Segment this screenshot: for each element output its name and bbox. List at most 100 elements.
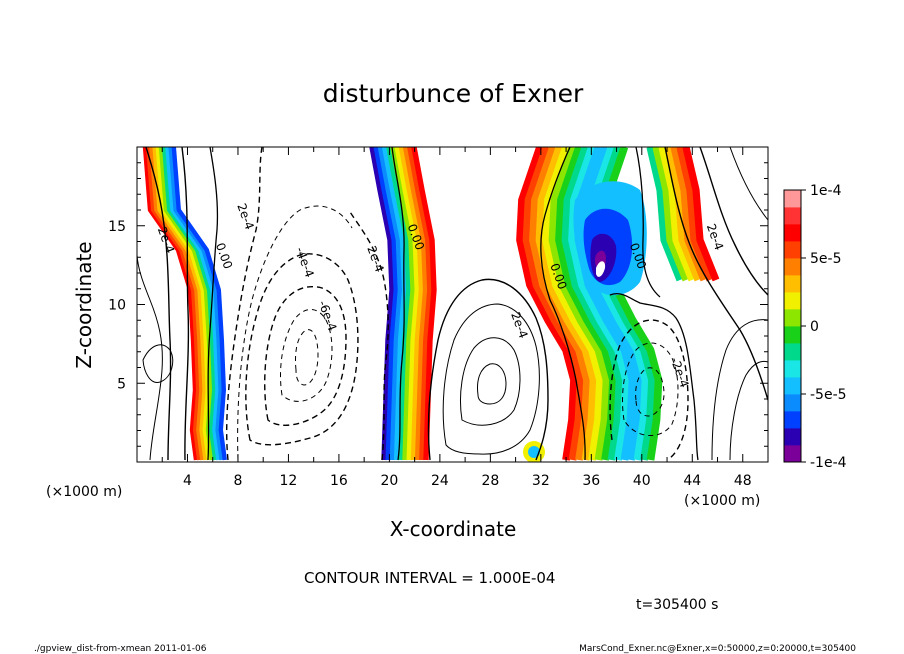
positive-contour	[442, 303, 540, 455]
band-left	[152, 147, 208, 461]
positive-contour	[137, 254, 163, 461]
x-tick-label: 44	[683, 473, 701, 489]
colorbar-segment	[784, 309, 801, 327]
colorbar-segment	[784, 190, 801, 208]
colorbar-segment	[784, 343, 801, 361]
colorbar-segment	[784, 241, 801, 259]
contour-interval-text: CONTOUR INTERVAL = 1.000E-04	[304, 569, 555, 587]
y-axis-label: Z-coordinate	[72, 241, 96, 368]
band-center	[386, 147, 412, 461]
colorbar-segment	[784, 275, 801, 293]
negative-contour	[264, 286, 347, 426]
band-left	[168, 147, 224, 461]
small-blob	[528, 446, 540, 458]
band-right-upper	[561, 147, 624, 461]
band-left	[171, 147, 227, 461]
contour-label: -4e-4	[293, 245, 317, 279]
band-right-upper	[529, 147, 591, 461]
x-tick-label: 36	[582, 473, 600, 489]
x-axis-label: X-coordinate	[390, 517, 517, 541]
colorbar-segment	[784, 292, 801, 310]
contour-label: 2e-4	[704, 222, 726, 252]
zero-contour-1	[207, 147, 219, 461]
negative-contour	[349, 211, 389, 461]
positive-contour	[477, 363, 507, 405]
band-center	[377, 147, 404, 461]
band-right-upper	[522, 147, 585, 461]
colorbar-tick-label: 0	[810, 319, 819, 335]
positive-contour	[729, 147, 768, 221]
band-right-upper	[516, 147, 578, 461]
band-left	[142, 147, 199, 461]
band-right-upper	[542, 147, 604, 461]
chart-title: disturbunce of Exner	[323, 79, 584, 108]
band-center	[411, 147, 437, 461]
positive-contour	[664, 147, 768, 401]
negative-contour	[622, 342, 679, 436]
positive-contour	[460, 337, 521, 426]
positive-contour	[699, 147, 768, 296]
band-center	[398, 147, 425, 461]
band-left	[149, 147, 205, 461]
colorbar-segment	[784, 258, 801, 276]
zero-contour-3	[540, 147, 586, 461]
positive-contour	[711, 319, 768, 461]
band-right-edge	[652, 147, 690, 282]
colorbar-segment	[784, 207, 801, 225]
x-axis-unit: (×1000 m)	[684, 493, 760, 509]
colorbar-tick-label: -5e-5	[810, 387, 847, 403]
band-right-upper	[555, 147, 617, 461]
footer-right: MarsCond_Exner.nc@Exner,x=0:50000,z=0:20…	[579, 644, 856, 654]
x-tick-label: 24	[431, 473, 449, 489]
band-center	[373, 147, 399, 461]
colorbar-tick-labels: 1e-4 5e-5 0 -5e-5 -1e-4	[810, 183, 847, 471]
negative-contour	[609, 319, 689, 459]
x-tick-label: 12	[280, 473, 298, 489]
x-tick-labels: 4 8 12 16 20 24 28 32 36 40 44 48	[183, 473, 752, 489]
band-right-upper	[535, 147, 598, 461]
band-right-upper	[568, 147, 630, 461]
colorbar-segment	[784, 224, 801, 242]
band-right-edge	[646, 147, 684, 282]
x-tick-label: 8	[233, 473, 242, 489]
band-right-upper	[548, 147, 611, 461]
colorbar-segment	[784, 377, 801, 395]
contour-label: 0.00	[213, 241, 235, 271]
zero-contour-5	[635, 147, 661, 298]
colorbar-segment	[784, 394, 801, 412]
positive-contour	[145, 147, 172, 461]
band-center	[402, 147, 429, 461]
colorbar-segment	[784, 360, 801, 378]
contour-label: 2e-4	[234, 201, 256, 231]
x-tick-label: 32	[532, 473, 550, 489]
colorbar	[784, 190, 801, 463]
positive-contour	[729, 360, 768, 461]
colorbar-segment	[784, 428, 801, 446]
positive-contour	[142, 344, 174, 383]
y-tick-labels: 5 10 15	[108, 219, 126, 393]
band-right-edge	[682, 147, 720, 282]
negative-contour	[245, 253, 359, 446]
contour-label: -2e-4	[668, 355, 692, 389]
band-left	[155, 147, 211, 461]
y-tick-label: 15	[108, 219, 126, 235]
colorbar-tick-label: 1e-4	[810, 183, 842, 199]
contour-label: 2e-4	[364, 244, 386, 274]
shaded-bands	[142, 147, 720, 462]
negative-contour	[237, 205, 353, 461]
x-tick-label: 40	[633, 473, 651, 489]
y-tick-label: 5	[117, 376, 126, 392]
band-left	[146, 147, 202, 461]
contour-label: 2e-4	[508, 310, 530, 340]
x-tick-label: 4	[183, 473, 192, 489]
footer-left: ./gpview_dist-from-xmean 2011-01-06	[34, 644, 207, 654]
y-tick-label: 10	[108, 298, 126, 314]
band-center	[394, 147, 420, 461]
band-center	[390, 147, 416, 461]
negative-contour	[635, 367, 665, 417]
colorbar-segment	[784, 326, 801, 344]
negative-core-hole	[596, 261, 606, 277]
band-center	[369, 147, 395, 461]
contour-label: -6e-4	[316, 299, 340, 333]
